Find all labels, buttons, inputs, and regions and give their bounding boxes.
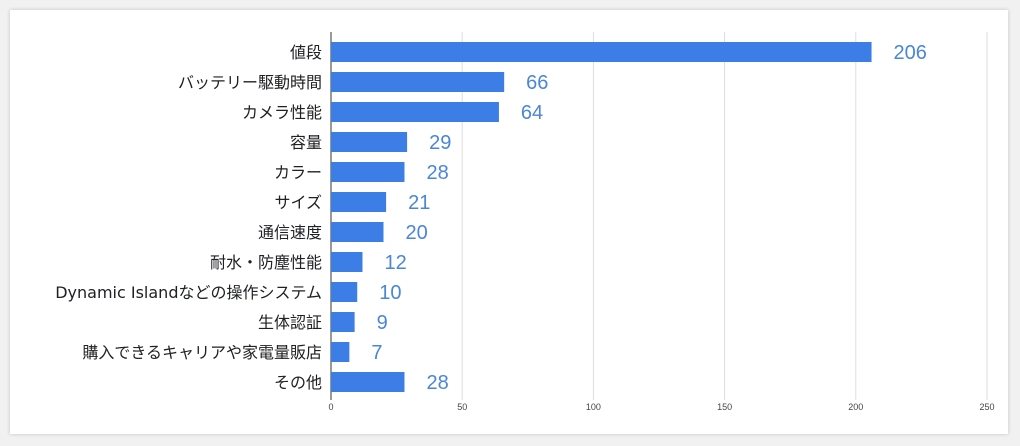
bar [331, 162, 405, 182]
bar [331, 132, 408, 152]
category-label: 生体認証 [258, 313, 322, 332]
category-label: カラー [274, 163, 322, 182]
tick-label-50: 50 [457, 402, 467, 412]
category-label: サイズ [274, 193, 322, 212]
bar [331, 192, 387, 212]
value-label: 12 [384, 252, 406, 274]
value-label: 28 [426, 162, 448, 184]
bar [331, 252, 363, 272]
bar [331, 312, 355, 332]
category-label: カメラ性能 [242, 103, 322, 122]
category-label: 通信速度 [258, 223, 322, 242]
value-label: 66 [526, 72, 548, 94]
value-label: 10 [379, 282, 401, 304]
tick-label-250: 250 [979, 402, 994, 412]
category-label: 容量 [290, 133, 322, 152]
bar [331, 282, 358, 302]
category-label: その他 [274, 373, 322, 392]
bar [331, 222, 384, 242]
bars [331, 42, 872, 392]
value-label: 20 [405, 222, 427, 244]
value-label: 206 [894, 42, 927, 64]
category-label: 値段 [290, 43, 322, 62]
category-label: Dynamic Islandなどの操作システム [55, 283, 322, 302]
category-label: 耐水・防塵性能 [210, 253, 322, 272]
tick-label-0: 0 [328, 402, 333, 412]
bar [331, 342, 350, 362]
value-label: 64 [521, 102, 543, 124]
tick-label-200: 200 [848, 402, 863, 412]
value-label: 7 [371, 342, 382, 364]
value-labels: 206 66 64 29 28 21 20 12 10 9 7 28 [371, 42, 927, 394]
gridlines [330, 32, 988, 400]
category-label: 購入できるキャリアや家電量販店 [82, 343, 322, 362]
bar [331, 372, 405, 392]
value-label: 9 [377, 312, 388, 334]
value-label: 29 [429, 132, 451, 154]
bar [331, 42, 872, 62]
x-axis-tick-labels: 0 50 100 150 200 250 [328, 402, 994, 412]
chart-card: 値段バッテリー駆動時間カメラ性能容量カラーサイズ通信速度耐水・防塵性能 Dynam… [10, 10, 1008, 434]
category-label: バッテリー駆動時間 [178, 73, 322, 92]
value-label: 28 [426, 372, 448, 394]
tick-label-150: 150 [717, 402, 732, 412]
bar [331, 72, 505, 92]
value-label: 21 [408, 192, 430, 214]
tick-label-100: 100 [586, 402, 601, 412]
bar [331, 102, 499, 122]
